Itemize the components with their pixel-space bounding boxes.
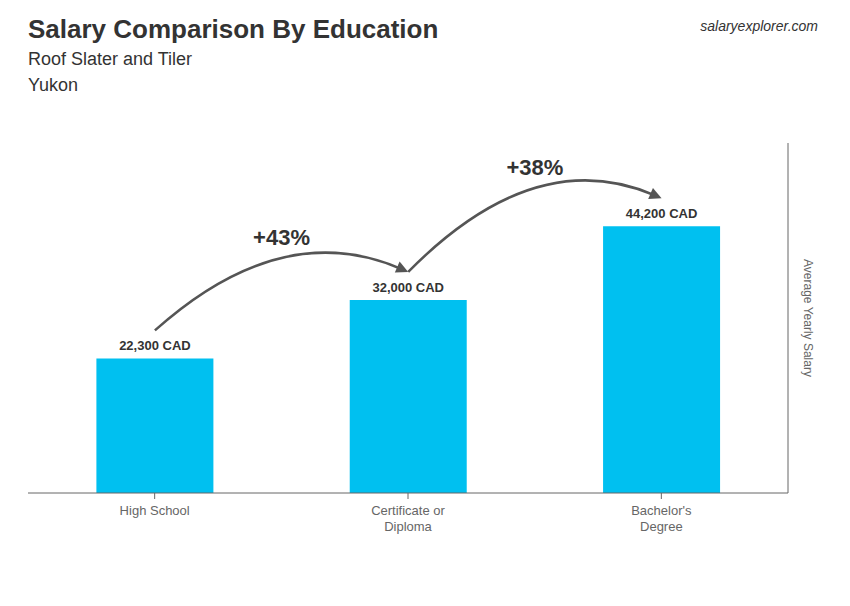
html-text:Roof Slater and Tiler: Roof Slater and Tiler xyxy=(28,49,193,69)
html-text:Yukon: Yukon xyxy=(28,75,78,95)
svg-text:Bachelor'sDegree: Bachelor'sDegree xyxy=(631,503,692,534)
html-text:salary explorer.com: salary explorer.com xyxy=(700,18,818,34)
svg-text:+43%: +43% xyxy=(253,225,310,250)
html-text:Salary Comparison By Education: Salary Comparison By Education xyxy=(28,14,439,44)
svg-text:High School: High School xyxy=(120,503,190,518)
svg-text:32,000 CAD: 32,000 CAD xyxy=(372,280,444,295)
svg-text:+38%: +38% xyxy=(506,155,563,180)
svg-text:22,300 CAD: 22,300 CAD xyxy=(119,338,191,353)
svg-text:Average Yearly Salary: Average Yearly Salary xyxy=(801,259,815,377)
svg-text:44,200 CAD: 44,200 CAD xyxy=(626,206,698,221)
svg-text:Certificate orDiploma: Certificate orDiploma xyxy=(371,503,445,534)
